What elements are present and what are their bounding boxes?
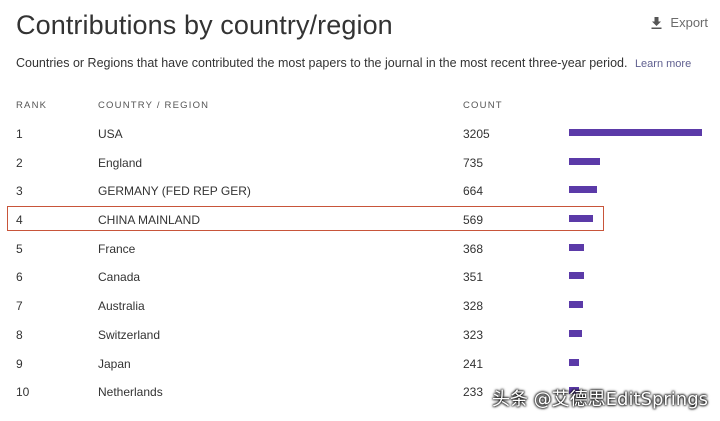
count-cell: 664 <box>463 184 484 199</box>
page-title: Contributions by country/region <box>16 10 393 40</box>
watermark: 头条 @艾德思EditSprings <box>491 389 708 410</box>
description-text: Countries or Regions that have contribut… <box>16 56 628 70</box>
rank-cell: 2 <box>16 155 23 170</box>
download-icon <box>651 16 662 29</box>
table-row: 1 USA 3205 <box>0 119 720 148</box>
rank-cell: 3 <box>16 184 23 199</box>
count-bar <box>569 329 583 337</box>
description: Countries or Regions that have contribut… <box>16 56 691 70</box>
country-cell: Canada <box>98 270 141 285</box>
country-cell: Netherlands <box>98 385 163 400</box>
count-bar <box>569 186 597 194</box>
rank-cell: 9 <box>16 356 23 371</box>
country-cell: Australia <box>98 299 145 314</box>
count-bar <box>569 215 593 223</box>
count-bar <box>569 387 579 395</box>
count-bar <box>569 157 600 165</box>
count-cell: 368 <box>463 241 484 256</box>
count-cell: 233 <box>463 385 484 400</box>
table-row: 6 Canada 351 <box>0 262 720 291</box>
count-bar <box>569 301 583 309</box>
table-row: 4 CHINA MAINLAND 569 <box>0 205 720 234</box>
rank-cell: 10 <box>16 385 30 400</box>
table-row: 9 Japan 241 <box>0 349 720 378</box>
count-cell: 735 <box>463 155 484 170</box>
header-rank: RANK <box>16 100 48 111</box>
table-row: 10 Netherlands 233 <box>0 377 720 406</box>
count-bar <box>569 358 579 366</box>
country-cell: Japan <box>98 356 131 371</box>
rank-cell: 8 <box>16 327 23 342</box>
table-row: 2 England 735 <box>0 148 720 177</box>
rank-cell: 6 <box>16 270 23 285</box>
header-country: COUNTRY / REGION <box>98 100 210 111</box>
header-count: COUNT <box>463 100 503 111</box>
table-row: 3 GERMANY (FED REP GER) 664 <box>0 176 720 205</box>
country-cell: England <box>98 155 143 170</box>
count-cell: 3205 <box>463 127 490 141</box>
rank-cell: 5 <box>16 241 23 256</box>
count-cell: 328 <box>463 299 484 314</box>
country-cell: Switzerland <box>98 327 161 342</box>
country-cell: CHINA MAINLAND <box>98 213 201 228</box>
count-cell: 569 <box>463 213 484 228</box>
rank-cell: 1 <box>16 127 23 141</box>
count-cell: 241 <box>463 356 484 371</box>
table-row: 8 Switzerland 323 <box>0 320 720 349</box>
rank-cell: 4 <box>16 213 23 228</box>
table-row: 5 France 368 <box>0 234 720 263</box>
export-label: Export <box>670 15 708 30</box>
count-cell: 323 <box>463 327 484 342</box>
rank-cell: 7 <box>16 299 23 314</box>
export-button[interactable]: Export <box>651 15 708 30</box>
country-cell: GERMANY (FED REP GER) <box>98 184 251 199</box>
table-body: 1 USA 3205 2 England 735 3 GERMANY (FED REP GER… <box>0 119 720 406</box>
table-row: 7 Australia 328 <box>0 291 720 320</box>
country-cell: USA <box>98 127 123 141</box>
count-bar <box>569 272 584 280</box>
count-bar <box>569 243 585 251</box>
learn-more-link[interactable]: Learn more <box>634 58 692 70</box>
count-cell: 351 <box>463 270 484 285</box>
count-bar <box>569 129 702 136</box>
table-header: RANK COUNTRY / REGION COUNT <box>0 100 720 112</box>
country-cell: France <box>98 241 136 256</box>
